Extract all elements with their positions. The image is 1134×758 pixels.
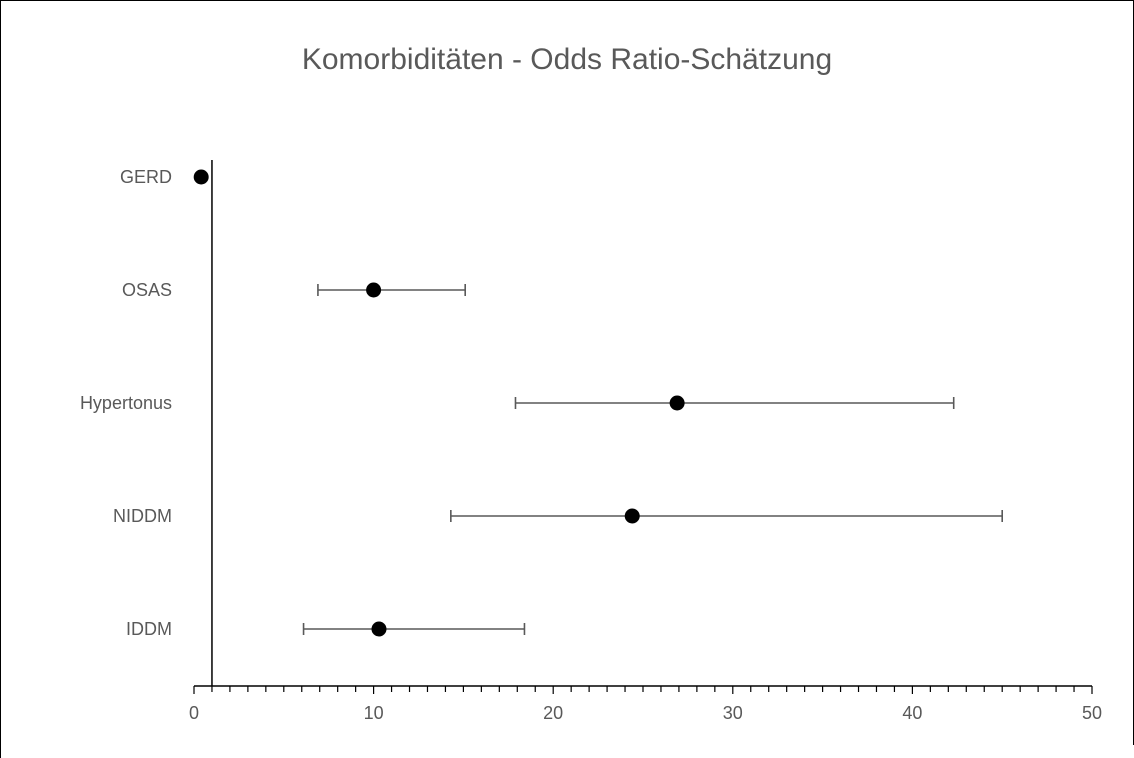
x-axis-ticks: 0 10 20 30 40 50 [189, 686, 1102, 723]
estimate-marker [193, 169, 209, 185]
category-label: OSAS [122, 280, 172, 300]
estimate-marker [624, 508, 640, 524]
axes [194, 160, 1092, 687]
category-label: GERD [120, 167, 172, 187]
category-label: IDDM [126, 619, 172, 639]
category-labels: GERD OSAS Hypertonus NIDDM IDDM [80, 167, 172, 639]
x-tick-label: 40 [902, 703, 922, 723]
x-tick-label: 50 [1082, 703, 1102, 723]
point-estimates [193, 169, 685, 637]
category-label: NIDDM [113, 506, 172, 526]
estimate-marker [371, 621, 387, 637]
x-tick-label: 0 [189, 703, 199, 723]
x-tick-label: 30 [723, 703, 743, 723]
estimate-marker [669, 395, 685, 411]
category-label: Hypertonus [80, 393, 172, 413]
chart-title: Komorbiditäten - Odds Ratio-Schätzung [302, 43, 832, 76]
x-tick-label: 10 [364, 703, 384, 723]
estimate-marker [366, 282, 382, 298]
error-bars [302, 284, 1004, 635]
x-tick-label: 20 [543, 703, 563, 723]
